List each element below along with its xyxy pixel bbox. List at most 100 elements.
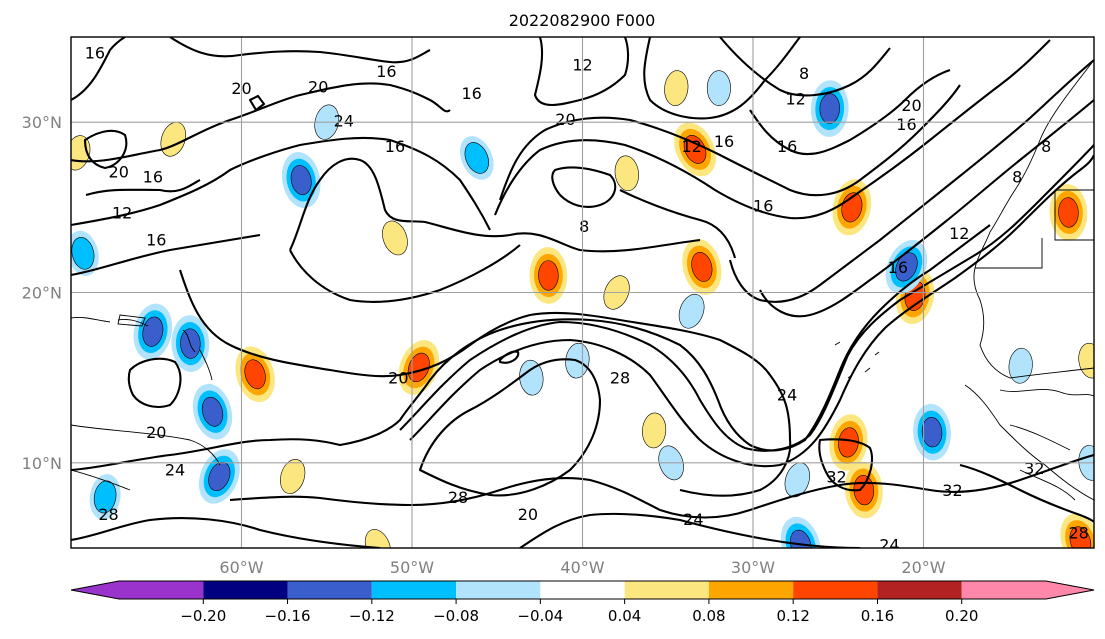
anomaly-fill-layer bbox=[71, 70, 1094, 548]
contour-line bbox=[71, 136, 491, 231]
colorbar-bin bbox=[540, 581, 625, 599]
contour-line bbox=[818, 438, 874, 492]
colorbar-tick-label: 0.20 bbox=[945, 607, 978, 625]
colorbar-bin bbox=[624, 581, 709, 599]
contour-label: 16 bbox=[85, 43, 105, 62]
positive-anomaly-patch bbox=[382, 220, 408, 256]
lon-tick-label: 20°W bbox=[901, 558, 945, 577]
anomaly-fill bbox=[142, 316, 164, 347]
contour-line bbox=[551, 166, 617, 209]
negative-anomaly-patch bbox=[913, 403, 951, 461]
contour-label: 24 bbox=[683, 510, 703, 529]
contour-line bbox=[533, 37, 630, 107]
contour-label: 16 bbox=[777, 137, 797, 156]
colorbar-bin bbox=[877, 581, 962, 599]
colorbar-tick-label: 0.12 bbox=[776, 607, 809, 625]
contour-line bbox=[409, 154, 1094, 468]
coastline-canary-box bbox=[975, 189, 1094, 269]
anomaly-fill bbox=[71, 237, 95, 270]
anomaly-fill bbox=[364, 529, 391, 548]
contour-label: 12 bbox=[785, 89, 805, 108]
lon-tick-label: 30°W bbox=[731, 558, 775, 577]
contour-label: 16 bbox=[888, 258, 908, 277]
positive-anomaly-patch bbox=[529, 247, 568, 304]
contour-line bbox=[248, 94, 266, 112]
contour-label: 32 bbox=[942, 481, 962, 500]
gridlines bbox=[71, 37, 1094, 548]
negative-anomaly-patch bbox=[706, 70, 731, 106]
contour-line bbox=[289, 157, 701, 253]
contour-line bbox=[759, 99, 1094, 318]
colorbar-outline bbox=[70, 580, 1095, 600]
anomaly-fill bbox=[1058, 197, 1079, 228]
anomaly-fill bbox=[664, 70, 689, 106]
anomaly-fill bbox=[201, 396, 224, 427]
lon-tick-label: 40°W bbox=[560, 558, 604, 577]
positive-anomaly-patch bbox=[642, 412, 667, 449]
contour-label: 20 bbox=[555, 110, 575, 129]
contour-label: 12 bbox=[681, 137, 701, 156]
contour-line bbox=[169, 37, 431, 64]
positive-anomaly-patch bbox=[280, 459, 306, 494]
coastline-caribbean bbox=[71, 314, 221, 491]
contour-line bbox=[83, 129, 128, 170]
negative-anomaly-patch bbox=[71, 230, 99, 276]
contour-label: 28 bbox=[448, 488, 468, 507]
contour-lines bbox=[71, 37, 1094, 548]
anomaly-fill bbox=[895, 252, 918, 282]
colorbar-tick-label: −0.20 bbox=[180, 607, 226, 625]
colorbar-bin bbox=[371, 581, 457, 599]
colorbar-tick-label: −0.12 bbox=[349, 607, 395, 625]
anomaly-fill bbox=[290, 165, 312, 196]
contour-label: 28 bbox=[610, 369, 630, 388]
map-frame bbox=[70, 36, 1095, 549]
colorbar-tick-label: −0.04 bbox=[517, 607, 563, 625]
positive-anomaly-patch bbox=[682, 239, 722, 295]
contour-line bbox=[494, 39, 1051, 220]
contour-line bbox=[399, 144, 1094, 452]
contour-line bbox=[85, 179, 201, 197]
contour-label: 28 bbox=[98, 505, 118, 524]
colorbar-bin bbox=[287, 581, 372, 599]
contour-line bbox=[71, 516, 381, 548]
contour-line bbox=[229, 453, 1094, 519]
contour-line bbox=[728, 59, 1094, 303]
contour-label: 16 bbox=[461, 84, 481, 103]
contour-label: 20 bbox=[109, 163, 129, 182]
colorbar-tick-label: −0.16 bbox=[265, 607, 311, 625]
anomaly-fill bbox=[691, 252, 713, 282]
positive-anomaly-patch bbox=[1060, 513, 1094, 548]
contour-label: 16 bbox=[714, 132, 734, 151]
anomaly-fill bbox=[838, 427, 859, 458]
positive-anomaly-patch bbox=[829, 414, 868, 471]
positive-anomaly-patch bbox=[1049, 184, 1088, 241]
contour-line bbox=[643, 37, 801, 120]
anomaly-fill bbox=[678, 293, 705, 329]
anomaly-fill bbox=[93, 480, 117, 514]
contour-label: 12 bbox=[112, 203, 132, 222]
negative-anomaly-patch bbox=[89, 474, 121, 520]
negative-anomaly-patch bbox=[192, 383, 233, 440]
contour-label: 8 bbox=[799, 64, 809, 83]
contour-line bbox=[71, 82, 451, 163]
positive-anomaly-patch bbox=[832, 179, 872, 236]
anomaly-fill bbox=[280, 459, 306, 494]
contour-line bbox=[127, 357, 182, 409]
contour-label: 20 bbox=[901, 96, 921, 115]
contour-label: 32 bbox=[826, 467, 846, 486]
negative-anomaly-patch bbox=[459, 136, 494, 180]
colorbar-tick-label: 0.16 bbox=[861, 607, 894, 625]
map-title: 2022082900 F000 bbox=[509, 11, 656, 30]
anomaly-fill bbox=[921, 417, 943, 448]
contour-line bbox=[498, 350, 520, 364]
contour-line bbox=[71, 224, 991, 472]
anomaly-fill bbox=[244, 359, 266, 390]
anomaly-fill bbox=[642, 412, 667, 449]
anomaly-fill bbox=[706, 70, 731, 106]
negative-anomaly-patch bbox=[885, 239, 928, 294]
contour-label: 32 bbox=[1024, 459, 1044, 478]
contour-label: 16 bbox=[896, 115, 916, 134]
lat-tick-label: 30°N bbox=[22, 113, 62, 132]
